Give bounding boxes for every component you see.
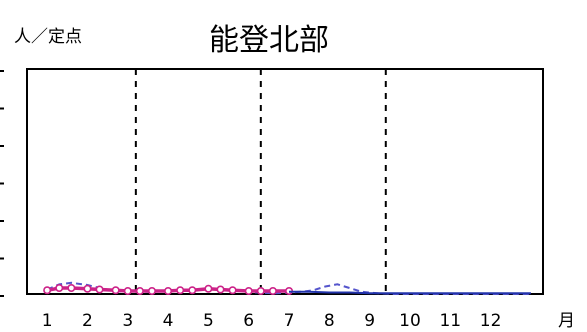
x-tick-label: 4 bbox=[163, 311, 174, 331]
x-unit-label: 月 bbox=[558, 311, 575, 331]
x-tick-label: 10 bbox=[399, 311, 421, 331]
x-tick-label: 7 bbox=[284, 311, 295, 331]
series-line-3 bbox=[289, 290, 531, 295]
y-unit-label: 人／定点 bbox=[14, 27, 82, 47]
series-point bbox=[204, 284, 213, 293]
x-tick-label: 11 bbox=[439, 311, 461, 331]
series-point bbox=[228, 286, 237, 295]
x-tick-label: 9 bbox=[364, 311, 375, 331]
series-point bbox=[83, 284, 92, 293]
x-tick-label: 1 bbox=[42, 311, 53, 331]
series-point bbox=[111, 286, 120, 295]
series-point bbox=[188, 286, 197, 295]
x-tick-label: 12 bbox=[480, 311, 502, 331]
series-point bbox=[147, 286, 156, 295]
series-point bbox=[268, 286, 277, 295]
x-tick-label: 6 bbox=[243, 311, 254, 331]
x-tick-label: 3 bbox=[122, 311, 133, 331]
plot-frame bbox=[26, 68, 544, 295]
series-point bbox=[123, 286, 132, 295]
series-point bbox=[164, 286, 173, 295]
series-point bbox=[135, 286, 144, 295]
series-point bbox=[256, 286, 265, 295]
y-axis-stubs bbox=[0, 70, 4, 297]
series-point bbox=[67, 283, 76, 292]
series-point bbox=[95, 285, 104, 294]
x-tick-labels: 1 2 3 4 5 6 7 8 9 10 11 12 bbox=[42, 311, 502, 331]
series-point bbox=[43, 286, 52, 295]
series-point bbox=[55, 283, 64, 292]
chart-title: 能登北部 bbox=[209, 23, 329, 58]
x-tick-label: 8 bbox=[324, 311, 335, 331]
series-point bbox=[244, 286, 253, 295]
x-tick-label: 2 bbox=[82, 311, 93, 331]
x-tick-label: 5 bbox=[203, 311, 214, 331]
series-point bbox=[216, 285, 225, 294]
vertical-dashed-lines bbox=[134, 69, 387, 294]
series-point bbox=[176, 286, 185, 295]
series-layer bbox=[43, 281, 531, 295]
